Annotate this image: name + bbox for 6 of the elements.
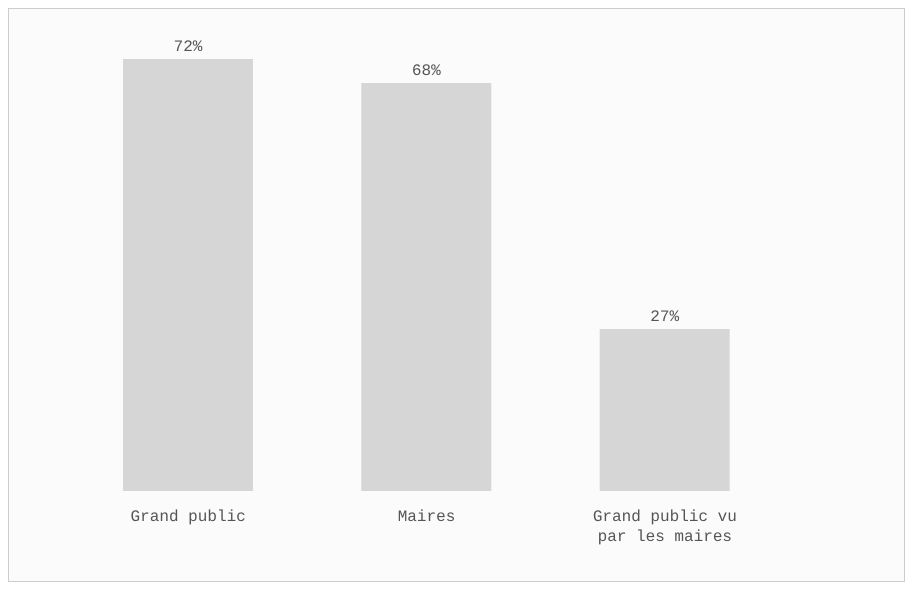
- x-tick-label: Grand public: [130, 508, 246, 526]
- x-tick-label: Maires: [398, 508, 456, 526]
- data-label: 27%: [650, 308, 680, 326]
- x-tick-label: Grand public vu par les maires: [592, 508, 737, 546]
- data-label: 72%: [174, 38, 203, 56]
- data-label: 68%: [412, 62, 442, 80]
